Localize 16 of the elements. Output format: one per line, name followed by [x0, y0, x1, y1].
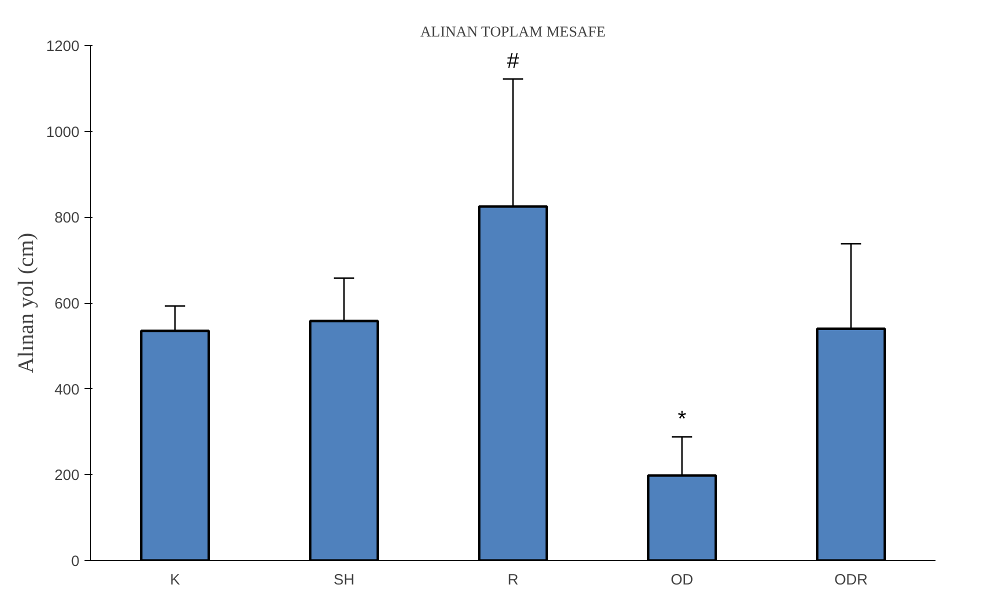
y-tick-label: 1000: [46, 124, 80, 141]
annotation: *: [678, 406, 687, 431]
y-tick-label: 800: [54, 210, 80, 227]
x-tick-label: R: [508, 572, 519, 588]
chart-title: ALINAN TOPLAM MESAFE: [420, 24, 606, 40]
y-tick-label: 0: [71, 553, 80, 570]
x-tick-label: ODR: [834, 572, 868, 588]
annotation: #: [506, 48, 520, 73]
y-tick-label: 600: [54, 296, 80, 312]
x-tick-label: SH: [334, 572, 354, 588]
y-tick-label: 1200: [46, 38, 80, 55]
x-tick-label: K: [170, 572, 180, 588]
x-tick-label: OD: [670, 572, 694, 588]
y-axis-title: Alınan yol (cm): [13, 232, 38, 374]
y-tick-label: 400: [54, 381, 80, 398]
y-tick-label: 200: [54, 467, 80, 484]
